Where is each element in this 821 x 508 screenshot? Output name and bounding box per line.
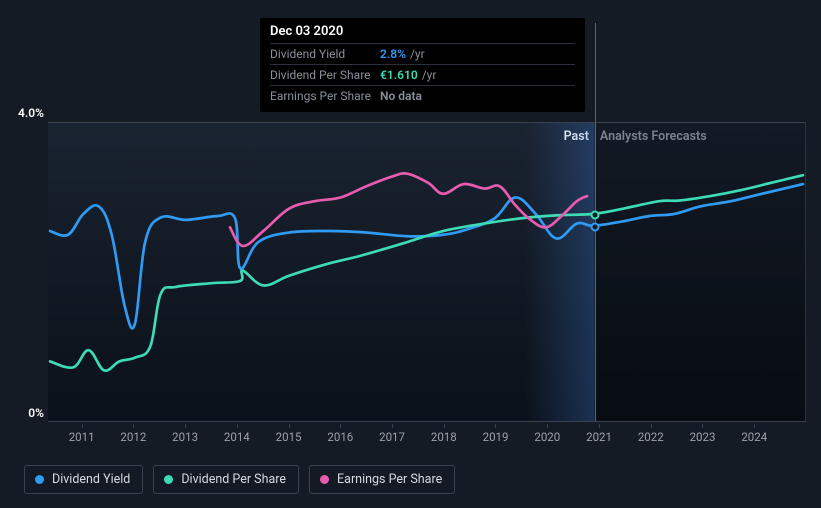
x-tick: 2017 — [379, 430, 405, 444]
legend-dot-icon — [320, 475, 329, 484]
tooltip-row-label: Dividend Per Share — [270, 68, 380, 82]
tooltip-row-label: Dividend Yield — [270, 47, 380, 61]
legend-label: Dividend Yield — [52, 472, 130, 487]
legend-dividend-yield[interactable]: Dividend Yield — [24, 465, 143, 494]
x-tick: 2011 — [69, 430, 95, 444]
x-tick: 2021 — [586, 430, 612, 444]
tooltip-row: Dividend Yield2.8% /yr — [270, 43, 575, 64]
tooltip-row-value: €1.610 — [380, 68, 418, 82]
x-tick: 2014 — [224, 430, 250, 444]
legend-dot-icon — [164, 475, 173, 484]
tooltip-row: Earnings Per ShareNo data — [270, 85, 575, 106]
y-axis-max: 4.0% — [4, 106, 44, 120]
x-axis: 2011 2012 2013 2014 2015 2016 2017 2018 2019 2020… — [48, 426, 806, 446]
x-tick: 2022 — [638, 430, 664, 444]
x-tick: 2023 — [690, 430, 716, 444]
x-tick: 2015 — [276, 430, 302, 444]
legend-dividend-per-share[interactable]: Dividend Per Share — [153, 465, 299, 494]
chart-legend: Dividend Yield Dividend Per Share Earnings… — [24, 465, 455, 494]
marker-dividend-per-share — [590, 210, 599, 219]
marker-dividend-yield — [590, 222, 599, 231]
tooltip-row-label: Earnings Per Share — [270, 89, 380, 103]
plot-area[interactable]: Past Analysts Forecasts — [48, 122, 806, 422]
chart-lines — [48, 123, 805, 421]
x-tick: 2018 — [431, 430, 457, 444]
chart-tooltip: Dec 03 2020 Dividend Yield2.8%/yrDividen… — [260, 18, 585, 112]
x-tick: 2012 — [120, 430, 146, 444]
x-tick: 2016 — [327, 430, 353, 444]
legend-dot-icon — [35, 475, 44, 484]
tooltip-date: Dec 03 2020 — [270, 24, 575, 43]
series-dividend-per-share — [50, 175, 803, 370]
tooltip-row-unit: /yr — [410, 47, 425, 61]
tooltip-row: Dividend Per Share€1.610/yr — [270, 64, 575, 85]
x-tick: 2024 — [741, 430, 767, 444]
x-tick: 2013 — [172, 430, 198, 444]
legend-label: Dividend Per Share — [181, 472, 286, 487]
tooltip-rows: Dividend Yield2.8%/yrDividend Per Share€… — [270, 43, 575, 106]
tooltip-row-value: No data — [380, 89, 422, 103]
x-tick: 2020 — [534, 430, 560, 444]
tooltip-row-unit: /yr — [422, 68, 437, 82]
tooltip-row-value: 2.8% — [380, 47, 406, 61]
legend-label: Earnings Per Share — [337, 472, 442, 487]
x-tick: 2019 — [483, 430, 509, 444]
y-axis-min: 0% — [4, 406, 44, 420]
dividend-chart: 4.0% 0% Past Analysts Forecasts 20112012… — [18, 100, 806, 445]
legend-earnings-per-share[interactable]: Earnings Per Share — [309, 465, 455, 494]
series-dividend-yield — [50, 184, 803, 328]
